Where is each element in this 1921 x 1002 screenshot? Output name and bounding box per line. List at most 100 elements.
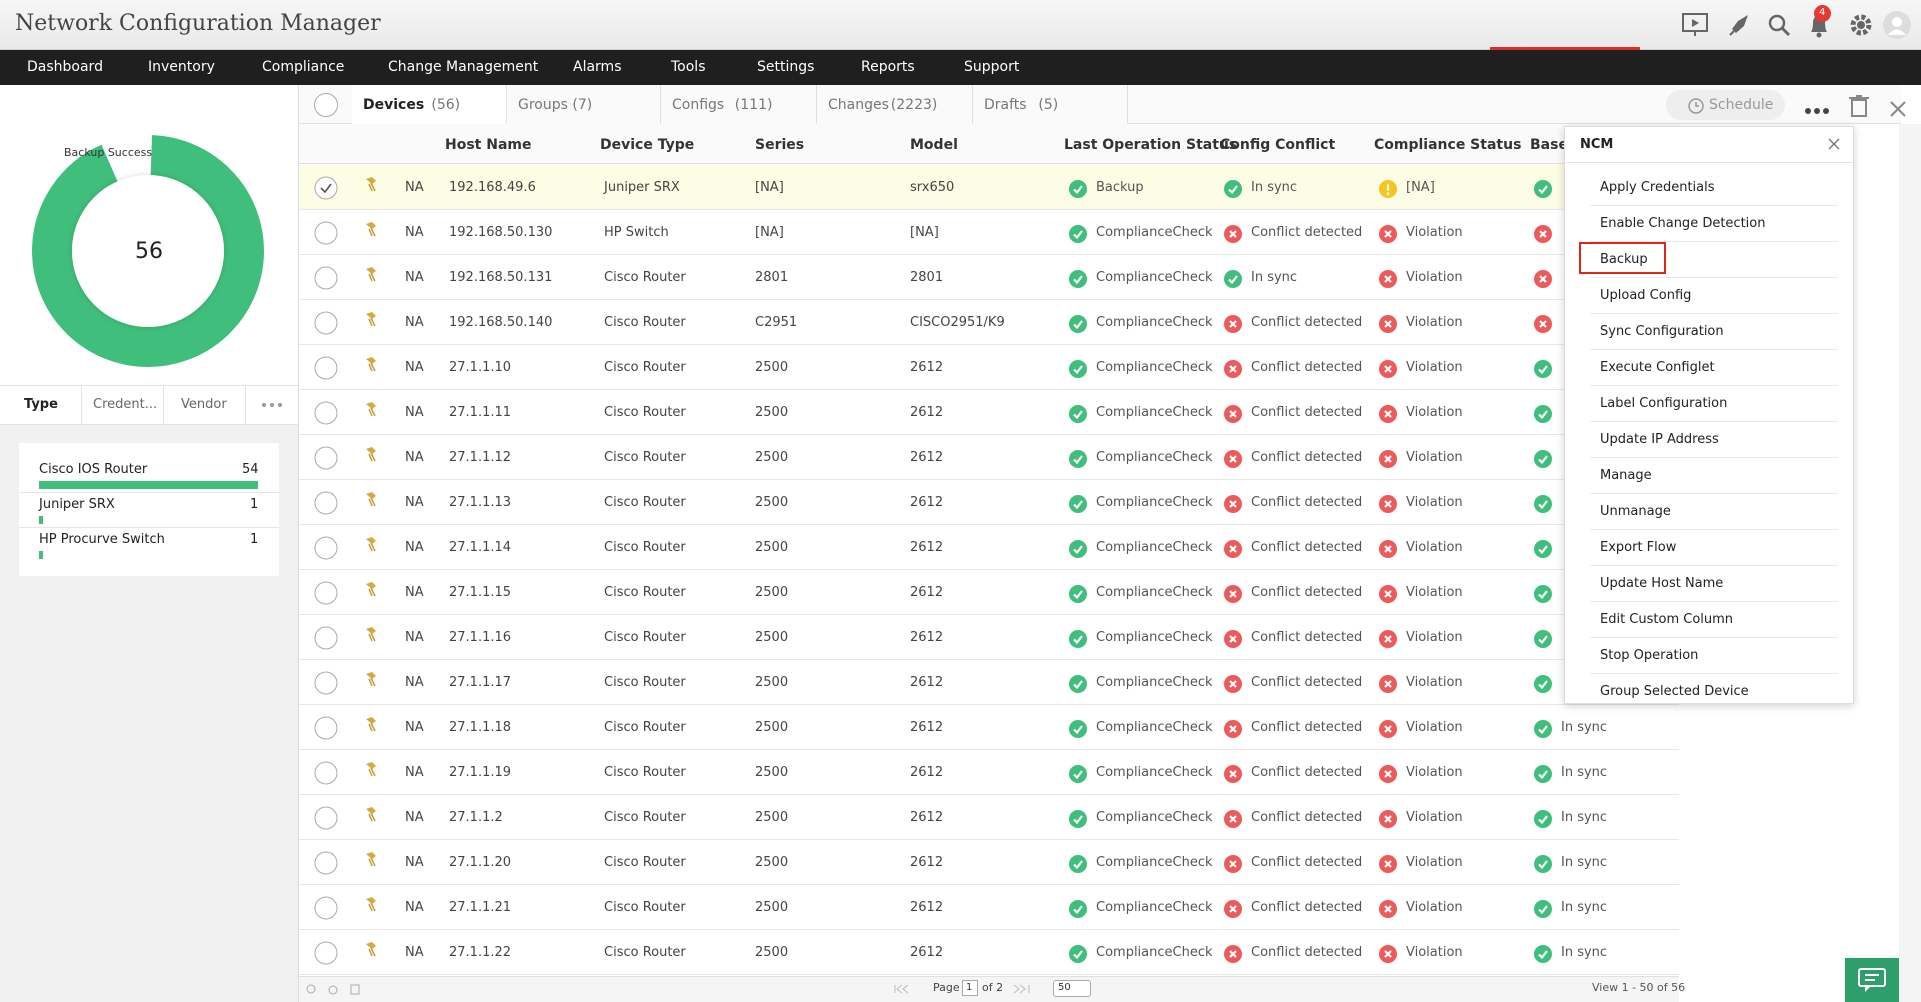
schedule-button[interactable] bbox=[1666, 90, 1785, 120]
table-row[interactable] bbox=[299, 795, 1679, 840]
column-header[interactable]: Config Conflict bbox=[1220, 137, 1336, 153]
screen-icon[interactable] bbox=[1681, 12, 1709, 38]
nav-item[interactable]: Alarms bbox=[573, 59, 622, 75]
host-cell[interactable]: 27.1.1.14 bbox=[449, 540, 512, 555]
host-cell[interactable]: 27.1.1.16 bbox=[449, 630, 512, 645]
row-checkbox[interactable] bbox=[314, 446, 338, 470]
row-checkbox[interactable] bbox=[314, 761, 338, 785]
delete-icon[interactable] bbox=[1848, 94, 1870, 118]
column-header[interactable]: Model bbox=[910, 137, 958, 153]
table-row[interactable] bbox=[299, 390, 1679, 435]
table-row[interactable] bbox=[299, 435, 1679, 480]
host-cell[interactable]: 192.168.50.130 bbox=[449, 225, 553, 240]
nav-item[interactable]: Reports bbox=[861, 59, 915, 75]
menu-item[interactable]: Update Host Name bbox=[1600, 576, 1724, 591]
host-cell[interactable]: 27.1.1.18 bbox=[449, 720, 512, 735]
table-row[interactable] bbox=[299, 210, 1679, 255]
table-row[interactable] bbox=[299, 705, 1679, 750]
menu-item[interactable]: Execute Configlet bbox=[1600, 360, 1715, 375]
table-row[interactable] bbox=[299, 525, 1679, 570]
nav-item[interactable]: Tools bbox=[671, 59, 706, 75]
menu-item[interactable]: Manage bbox=[1600, 468, 1652, 483]
row-checkbox[interactable] bbox=[314, 491, 338, 515]
row-checkbox[interactable] bbox=[314, 536, 338, 560]
user-avatar[interactable] bbox=[1882, 10, 1912, 40]
nav-item[interactable]: Compliance bbox=[262, 59, 345, 75]
row-checkbox[interactable] bbox=[314, 941, 338, 965]
row-checkbox[interactable] bbox=[314, 266, 338, 290]
tab[interactable] bbox=[817, 85, 973, 124]
table-row[interactable] bbox=[299, 840, 1679, 885]
menu-close[interactable] bbox=[1828, 138, 1840, 150]
type-name[interactable]: HP Procurve Switch bbox=[39, 532, 165, 547]
table-row[interactable] bbox=[299, 660, 1679, 705]
menu-item[interactable]: Label Configuration bbox=[1600, 396, 1728, 411]
settings-icon[interactable] bbox=[1847, 11, 1875, 39]
menu-item[interactable]: Edit Custom Column bbox=[1600, 612, 1734, 627]
host-cell[interactable]: 27.1.1.17 bbox=[449, 675, 512, 690]
search-icon[interactable] bbox=[1766, 12, 1792, 38]
host-cell[interactable]: 27.1.1.12 bbox=[449, 450, 512, 465]
host-cell[interactable]: 27.1.1.21 bbox=[449, 900, 512, 915]
row-checkbox[interactable] bbox=[314, 311, 338, 335]
menu-item[interactable]: Group Selected Device bbox=[1600, 684, 1749, 699]
column-header[interactable]: Last Operation Status bbox=[1064, 137, 1238, 153]
table-row[interactable] bbox=[299, 255, 1679, 300]
row-checkbox[interactable] bbox=[314, 896, 338, 920]
menu-item[interactable]: Sync Configuration bbox=[1600, 324, 1724, 339]
row-checkbox[interactable] bbox=[314, 401, 338, 425]
column-header[interactable]: Host Name bbox=[445, 137, 532, 153]
table-row[interactable] bbox=[299, 300, 1679, 345]
rocket-icon[interactable] bbox=[1726, 12, 1752, 38]
row-checkbox[interactable] bbox=[314, 626, 338, 650]
host-cell[interactable]: 27.1.1.20 bbox=[449, 855, 512, 870]
row-checkbox[interactable] bbox=[314, 851, 338, 875]
table-row[interactable] bbox=[299, 885, 1679, 930]
menu-item[interactable]: Stop Operation bbox=[1600, 648, 1699, 663]
row-checkbox[interactable] bbox=[314, 806, 338, 830]
column-header[interactable]: Basel bbox=[1530, 137, 1573, 153]
menu-item[interactable]: Update IP Address bbox=[1600, 432, 1719, 447]
filter-tab[interactable]: Vendor bbox=[181, 397, 227, 412]
nav-item[interactable]: Dashboard bbox=[27, 59, 103, 75]
table-row[interactable] bbox=[299, 570, 1679, 615]
filter-tab[interactable]: Credent... bbox=[93, 397, 158, 412]
row-checkbox[interactable] bbox=[314, 356, 338, 380]
row-checkbox[interactable] bbox=[314, 671, 338, 695]
tab[interactable] bbox=[973, 85, 1128, 124]
close-icon[interactable] bbox=[1889, 100, 1907, 118]
table-row[interactable] bbox=[299, 930, 1679, 975]
tab[interactable] bbox=[352, 85, 507, 124]
tab[interactable] bbox=[661, 85, 817, 124]
menu-item[interactable]: Export Flow bbox=[1600, 540, 1677, 555]
host-cell[interactable]: 27.1.1.22 bbox=[449, 945, 512, 960]
table-row[interactable] bbox=[299, 750, 1679, 795]
column-header[interactable]: Compliance Status bbox=[1374, 137, 1522, 153]
menu-item[interactable]: Upload Config bbox=[1600, 288, 1692, 303]
host-cell[interactable]: 27.1.1.13 bbox=[449, 495, 512, 510]
column-header[interactable]: Series bbox=[755, 137, 805, 153]
page-size-select[interactable] bbox=[1053, 980, 1091, 997]
menu-item[interactable]: Apply Credentials bbox=[1600, 180, 1715, 195]
row-checkbox[interactable] bbox=[314, 581, 338, 605]
nav-item[interactable]: Settings bbox=[757, 59, 815, 75]
host-cell[interactable]: 192.168.50.140 bbox=[449, 315, 553, 330]
row-checkbox[interactable] bbox=[314, 221, 338, 245]
table-row[interactable] bbox=[299, 480, 1679, 525]
host-cell[interactable]: 192.168.50.131 bbox=[449, 270, 553, 285]
tab[interactable] bbox=[507, 85, 661, 124]
nav-item[interactable]: Inventory bbox=[148, 59, 215, 75]
nav-item[interactable]: Support bbox=[964, 59, 1020, 75]
select-all-checkbox[interactable] bbox=[314, 93, 338, 117]
type-name[interactable]: Cisco IOS Router bbox=[39, 462, 148, 477]
host-cell[interactable]: 27.1.1.15 bbox=[449, 585, 512, 600]
more-icon[interactable] bbox=[1804, 106, 1830, 116]
column-header[interactable]: Device Type bbox=[600, 137, 695, 153]
host-cell[interactable]: 192.168.49.6 bbox=[449, 180, 536, 195]
host-cell[interactable]: 27.1.1.2 bbox=[449, 810, 503, 825]
row-checkbox[interactable] bbox=[314, 716, 338, 740]
table-row[interactable] bbox=[299, 345, 1679, 390]
table-row[interactable] bbox=[299, 615, 1679, 660]
page-input[interactable] bbox=[962, 980, 978, 996]
row-checkbox[interactable] bbox=[314, 176, 338, 200]
